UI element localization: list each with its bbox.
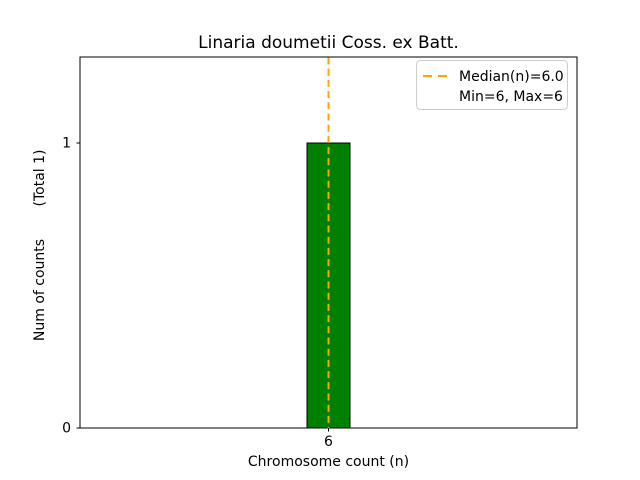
legend-median-label: Median(n)=6.0 [459, 69, 564, 85]
x-axis-label: Chromosome count (n) [248, 454, 409, 470]
x-tick-label-6: 6 [324, 434, 333, 450]
legend-box [416, 60, 568, 110]
legend: Median(n)=6.0 Min=6, Max=6 [416, 60, 568, 110]
legend-minmax-label: Min=6, Max=6 [459, 89, 563, 105]
y-axis-total-annotation: (Total 1) [32, 150, 48, 207]
y-tick-label-0: 0 [62, 421, 71, 437]
y-axis-label: Num of counts [32, 239, 48, 341]
y-tick-label-1: 1 [62, 136, 71, 152]
chart-title: Linaria doumetii Coss. ex Batt. [198, 33, 459, 53]
